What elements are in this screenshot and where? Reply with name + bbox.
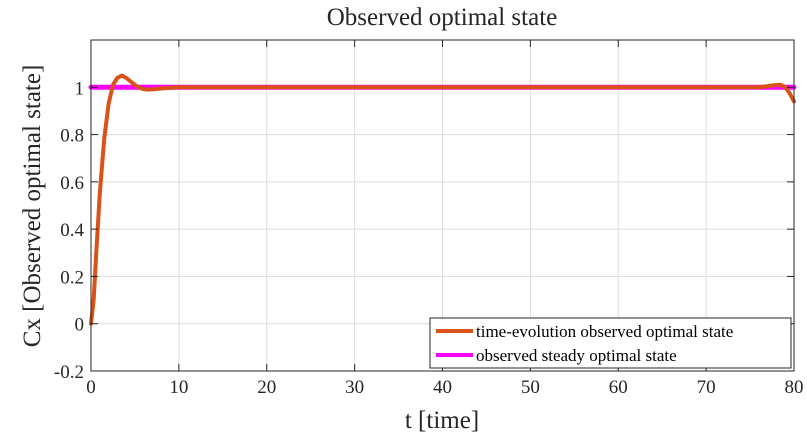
series-layer xyxy=(88,73,797,326)
tick-labels: 0 10 20 30 40 50 60 70 80-0.200.20.40.60.81 xyxy=(54,78,804,398)
x-tick-label: 0 xyxy=(86,377,96,398)
x-tick-label: 10 xyxy=(169,377,188,398)
legend-label-time-evolution: time-evolution observed optimal state xyxy=(476,322,733,341)
x-tick-label: 40 xyxy=(433,377,452,398)
legend: time-evolution observed optimal state ob… xyxy=(429,317,792,369)
x-axis-label: t [time] xyxy=(405,407,479,434)
y-tick-label: 0.4 xyxy=(60,220,84,241)
x-tick-label: 80 xyxy=(785,377,804,398)
x-tick-label: 30 xyxy=(345,377,364,398)
y-tick-label: 0.2 xyxy=(60,267,84,288)
y-tick-label: -0.2 xyxy=(54,362,84,383)
legend-label-steady: observed steady optimal state xyxy=(476,346,677,365)
y-tick-label: 0.8 xyxy=(60,126,84,147)
y-tick-label: 0 xyxy=(75,315,85,336)
series-line-time-evolution xyxy=(89,73,796,326)
x-tick-label: 70 xyxy=(697,377,716,398)
y-tick-label: 0.6 xyxy=(60,173,84,194)
y-tick-label: 1 xyxy=(75,78,85,99)
x-tick-label: 50 xyxy=(521,377,540,398)
y-axis-label: Cx [Observed optimal state] xyxy=(19,65,46,348)
ticks xyxy=(90,40,795,372)
chart-title: Observed optimal state xyxy=(327,4,558,31)
x-tick-label: 60 xyxy=(609,377,628,398)
legend-box xyxy=(429,317,792,369)
x-tick-label: 20 xyxy=(257,377,276,398)
